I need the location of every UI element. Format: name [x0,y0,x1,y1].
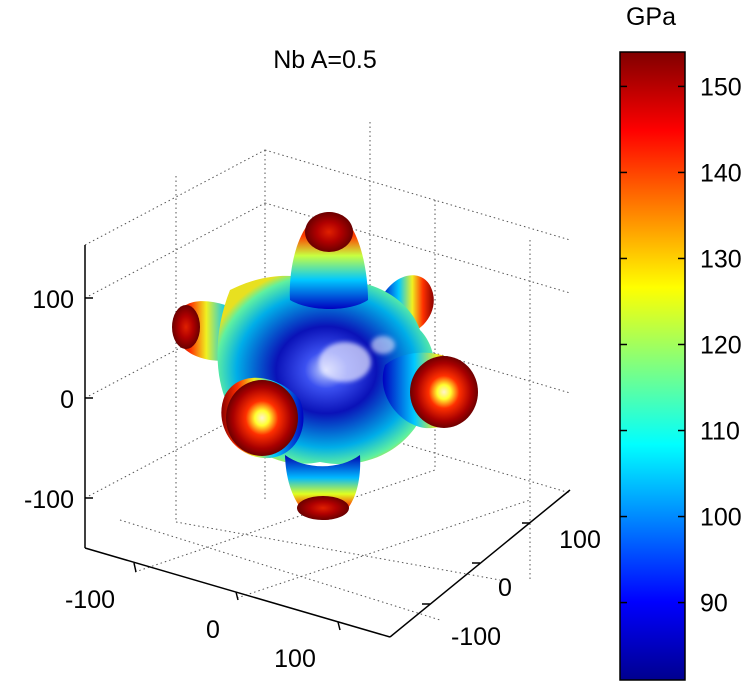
y-tick-label: 100 [559,526,601,554]
y-tick-label: -100 [451,623,501,651]
surface-lobe-top-tip [305,212,353,252]
surface-highlight [319,342,371,382]
x-axis-tick-labels: -100 0 100 [65,586,316,673]
surface-lobe-bottom-tip [297,496,349,520]
colorbar-tick-label: 150 [700,73,742,101]
y-tick-label: 0 [498,574,512,602]
colorbar-ticks: 90 100 110 120 130 140 150 [620,73,742,618]
surface-lobe-left-tip [172,305,200,349]
colorbar-tick-label: 100 [700,504,742,532]
surface-highlight [371,336,395,354]
z-tick-label: 0 [60,386,74,414]
x-tick-label: -100 [65,586,115,614]
colorbar: GPa 90 100 110 120 130 140 150 [619,3,742,681]
chart-title: Nb A=0.5 [273,46,377,74]
colorbar-tick-label: 90 [700,590,728,618]
surface-lobe-front-right-tip [410,356,478,428]
z-tick-label: 100 [32,286,74,314]
colorbar-tick-label: 120 [700,331,742,359]
colorbar-tick-label: 110 [700,418,740,446]
colorbar-label: GPa [626,3,676,31]
axes-box [84,122,571,638]
surface-lobe-front-left-tip [226,380,298,456]
z-axis-tick-labels: 100 0 -100 [24,286,74,514]
colorbar-tick-label: 140 [700,159,742,187]
z-tick-label: -100 [24,486,74,514]
colorbar-gradient [619,51,686,681]
x-tick-label: 100 [274,645,316,673]
y-axis-tick-labels: 100 0 -100 [451,526,601,651]
surface-plot [172,211,478,520]
x-tick-label: 0 [206,616,220,644]
colorbar-tick-label: 130 [700,245,742,273]
